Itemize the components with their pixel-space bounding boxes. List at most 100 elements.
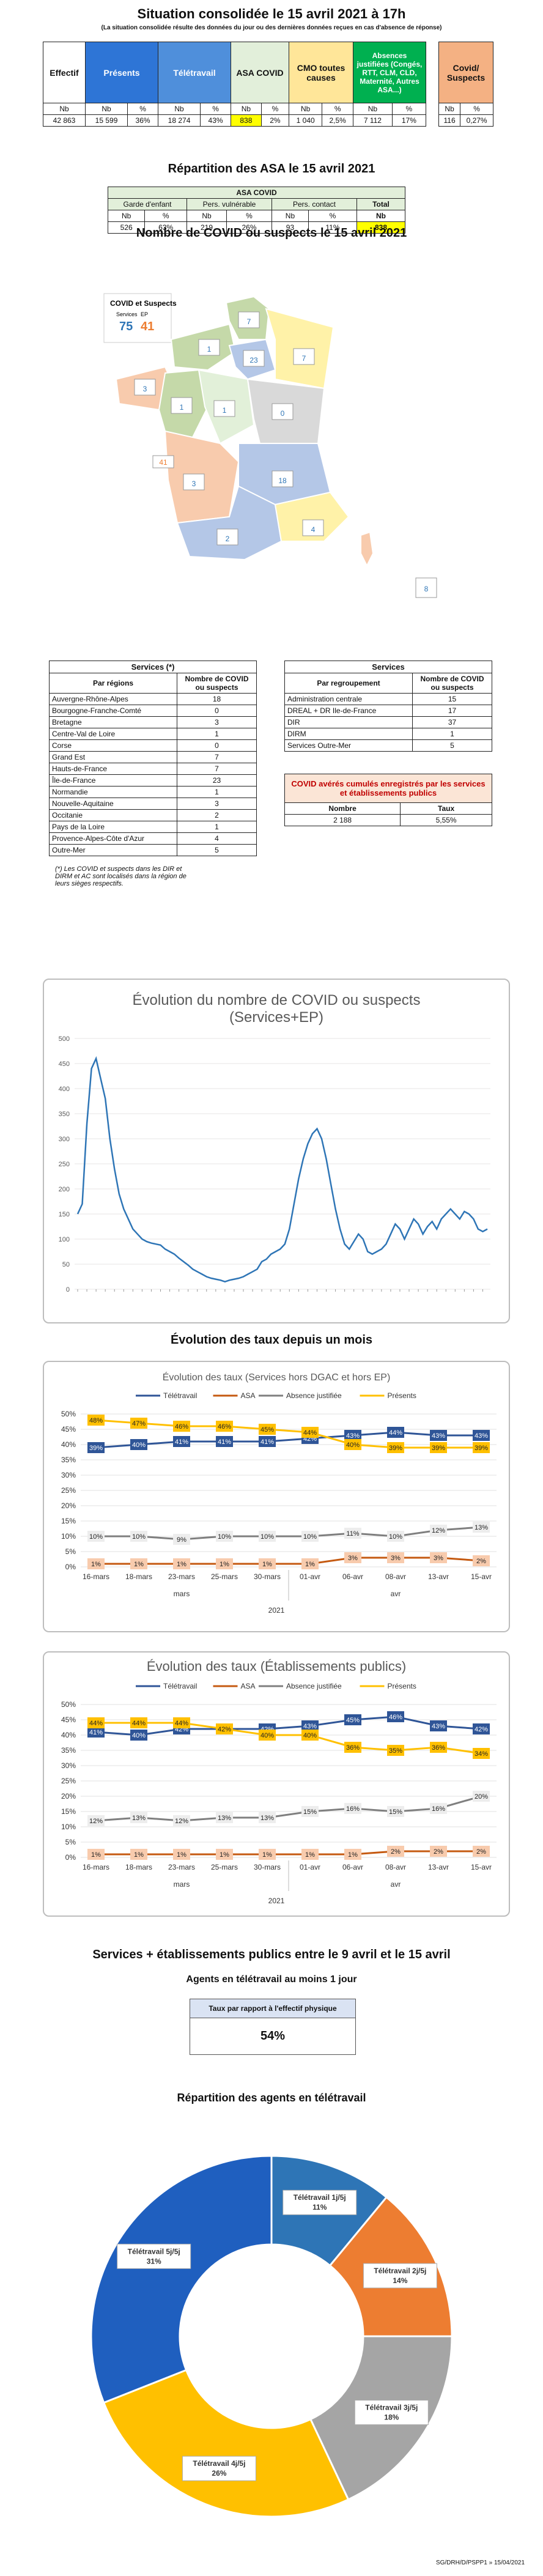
x-tick-label: 16-mars [83,1572,109,1581]
data-label-box [216,1812,233,1823]
asa-val: 219 [186,221,227,234]
data-label-box [259,1812,276,1823]
data-label-box [87,1531,105,1542]
map-legend-services-value: 75 [119,320,133,333]
group-cell-label: Services Outre-Mer [284,739,413,752]
asa-col-garde: Garde d'enfant [108,198,187,210]
data-label: 43% [432,1432,445,1440]
region-cell-label: Nouvelle-Aquitaine [49,798,177,810]
asa-col-vulnerable: Pers. vulnérable [187,198,272,210]
donut-slice [90,2155,273,2404]
x-group-label: avr [391,1880,401,1889]
data-label-box [344,1714,361,1725]
sub-pct: % [200,103,231,115]
y-tick-label: 15% [61,1807,76,1816]
y-tick-label: 50% [61,1700,76,1709]
data-label-box [216,1558,233,1569]
data-label: 43% [346,1432,360,1440]
legend-label: Absence justifiée [286,1391,342,1400]
region-cell-label: Normandie [49,786,177,798]
data-label: 43% [475,1432,488,1440]
data-label: 40% [132,1442,146,1449]
map-legend-services: Services [116,311,138,317]
sub-nb: Nb [84,103,128,115]
data-label: 20% [475,1793,488,1801]
data-label: 10% [218,1533,231,1541]
series-line [96,1722,482,1755]
x-group-label: mars [174,1590,190,1598]
region-cell-label: Pays de la Loire [49,821,177,833]
sub-pct: % [322,103,353,115]
donut-slice [102,2369,350,2518]
data-label-box [173,1815,190,1826]
data-label: 40% [303,1732,317,1739]
y-tick-label: 50 [62,1261,70,1268]
group-cell-value: 37 [412,716,492,728]
sub-nb: Nb [288,103,323,115]
map-value-na: 3 [192,479,196,488]
col-absences: Absences justifiées (Congés, RTT, CLM, C… [353,42,426,103]
val-cmo-pct: 2,5% [322,114,353,127]
data-label-box [301,1849,319,1860]
slice-label-box [354,2400,429,2426]
data-label-box [344,1528,361,1539]
data-label: 13% [260,1815,274,1822]
y-tick-label: 25% [61,1486,76,1495]
data-label: 46% [389,1714,402,1721]
data-label-box [130,1558,147,1569]
region-cell-value: 7 [177,751,257,763]
sub-pct: % [127,103,158,115]
asa-section-title: Répartition des ASA le 15 avril 2021 [168,162,375,176]
map-section-title: Nombre de COVID ou suspects le 15 avril … [136,226,407,240]
asa-sub: % [308,210,358,222]
data-label-box [173,1558,190,1569]
y-tick-label: 10% [61,1532,76,1541]
x-group-label: avr [391,1590,401,1598]
data-label-box [344,1439,361,1450]
map-value-bretagne: 3 [143,385,147,393]
slice-label-box [363,2263,437,2289]
data-label: 12% [432,1527,445,1534]
map-value-normandie: 1 [207,345,212,353]
slice-label: 31% [147,2257,161,2265]
y-tick-label: 0% [65,1563,76,1571]
data-label: 10% [303,1533,317,1541]
y-tick-label: 40% [61,1731,76,1739]
asa-val: 26% [226,221,272,234]
region-cell-label: Provence-Alpes-Côte d'Azur [49,832,177,845]
asa-val: 63% [144,221,187,234]
group-cell-value: 5 [412,739,492,752]
data-label-box [387,1745,404,1756]
x-group-label: mars [174,1880,190,1889]
x-tick-label: 30-mars [254,1572,281,1581]
region-row: Provence-Alpes-Côte d'Azur 4 [49,832,257,845]
data-label-box [216,1531,233,1542]
region-cell-value: 5 [177,844,257,856]
data-label: 1% [220,1851,229,1859]
taux-services-chart: Évolution des taux (Services hors DGAC e… [43,1361,510,1632]
data-label: 44% [303,1429,317,1437]
asa-sub: % [226,210,272,222]
data-label-box [387,1552,404,1563]
slice-label-box [117,2243,191,2269]
data-label: 39% [389,1445,402,1452]
footer: SG/DRH/D/PSPP1 » 15/04/2021 [435,2559,525,2566]
data-label: 1% [177,1851,187,1859]
y-tick-label: 35% [61,1746,76,1755]
data-label-box [387,1531,404,1542]
data-label-box [387,1711,404,1722]
data-label: 41% [89,1729,103,1736]
asa-sub: Nb [186,210,227,222]
data-label-box [301,1558,319,1569]
series-line [95,1795,482,1822]
data-label: 36% [346,1744,360,1752]
group-row: Services Outre-Mer 5 [284,739,492,752]
data-label-box [259,1531,276,1542]
slice-label: 26% [212,2469,226,2478]
region-row: Outre-Mer 5 [49,844,257,856]
y-tick-label: 450 [59,1060,70,1068]
sub-nb: Nb [231,103,262,115]
data-label-box [130,1531,147,1542]
group-cell-value: 15 [412,693,492,705]
sub-nb: Nb [353,103,393,115]
